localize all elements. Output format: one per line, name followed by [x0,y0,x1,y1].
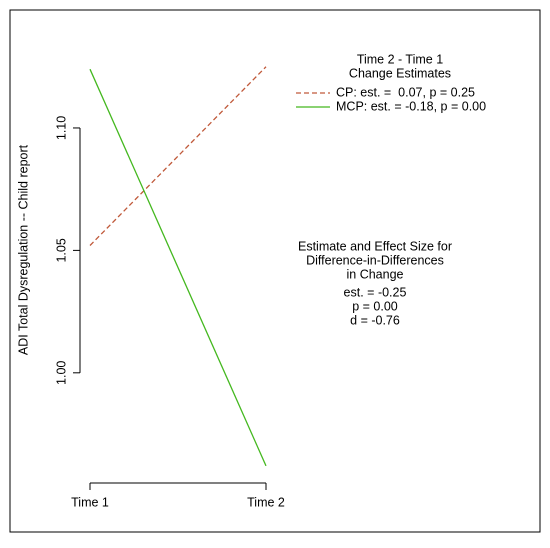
legend-title: Change Estimates [349,66,451,80]
annotation-title: Difference-in-Differences [306,253,444,267]
annotation-line: p = 0.00 [352,299,398,313]
annotation-title: Estimate and Effect Size for [298,239,452,253]
legend-title: Time 2 - Time 1 [357,52,443,66]
frame [9,9,541,533]
legend-label: CP: est. = 0.07, p = 0.25 [336,85,475,99]
annotation-line: d = -0.76 [350,313,400,327]
x-tick-label: Time 2 [247,495,285,509]
annotation-line: est. = -0.25 [344,285,407,299]
annotation-title: in Change [347,267,404,281]
y-axis-label: ADI Total Dysregulation -- Child report [16,144,30,355]
y-tick-label: 1.10 [54,116,68,140]
x-tick-label: Time 1 [71,495,109,509]
series-line [89,66,267,246]
y-tick-label: 1.05 [54,238,68,262]
y-tick-label: 1.00 [54,361,68,385]
series-line [89,68,267,467]
legend-label: MCP: est. = -0.18, p = 0.00 [336,99,486,113]
